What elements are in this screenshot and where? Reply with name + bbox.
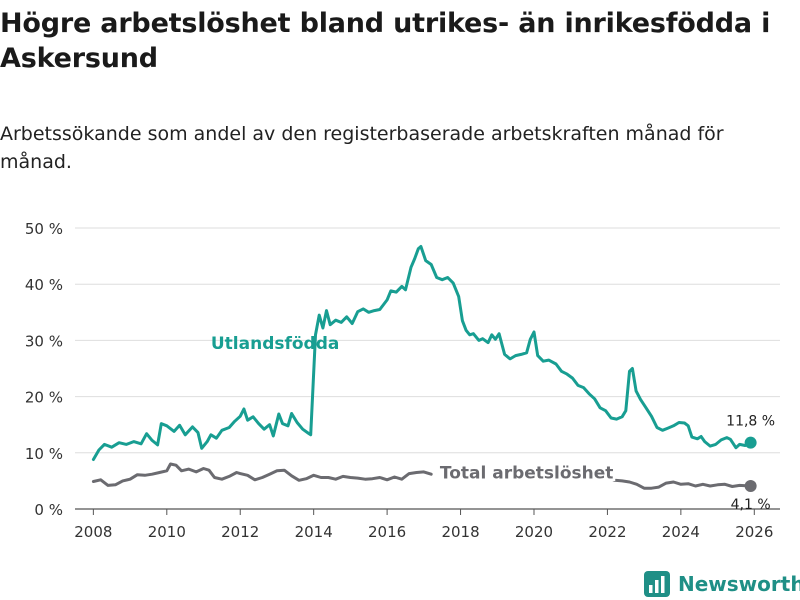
- x-tick-label: 2026: [735, 523, 773, 541]
- series-line-total-tail: [605, 476, 753, 490]
- x-tick-label: 2016: [368, 523, 406, 541]
- y-tick-label: 0 %: [34, 501, 63, 519]
- series-line-utlandsfodda: [91, 245, 753, 461]
- end-value-total: 4,1 %: [731, 497, 771, 513]
- x-tick-label: 2014: [295, 523, 333, 541]
- y-tick-label: 30 %: [25, 332, 63, 350]
- end-marker-utlandsfodda: [744, 436, 757, 449]
- x-tick-label: 2022: [588, 523, 626, 541]
- y-tick-label: 40 %: [25, 276, 63, 294]
- end-value-utlandsfodda: 11,8 %: [726, 414, 775, 430]
- series-labels: Utlandsfödda Total arbetslöshet 11,8 % 4,1 …: [211, 334, 775, 513]
- brand-logo[interactable]: Newsworthy: [644, 568, 800, 600]
- chart-subtitle: Arbetssökande som andel av den registerb…: [0, 123, 724, 173]
- series-label-total: Total arbetslöshet: [440, 464, 614, 484]
- chart-title: Högre arbetslöshet bland utrikes- än inr…: [0, 8, 771, 74]
- x-tick-label: 2020: [515, 523, 553, 541]
- gridlines: [75, 227, 780, 510]
- x-tick-label: 2024: [662, 523, 700, 541]
- x-axis: 2008 2010 2012 2014 2016 2018 2020 2022 2024 2026: [74, 509, 773, 541]
- line-chart: 0 % 10 % 20 % 30 % 40 % 50 % 2008 2010 2012 2014…: [25, 220, 780, 541]
- y-tick-label: 50 %: [25, 220, 63, 238]
- series-lines: [91, 245, 757, 492]
- y-tick-label: 20 %: [25, 389, 63, 407]
- x-tick-label: 2010: [148, 523, 186, 541]
- x-tick-label: 2008: [74, 523, 112, 541]
- y-tick-label: 10 %: [25, 445, 63, 463]
- x-tick-label: 2018: [441, 523, 479, 541]
- brand-name: Newsworthy: [678, 572, 800, 596]
- x-tick-label: 2012: [221, 523, 259, 541]
- series-label-utlandsfodda: Utlandsfödda: [211, 334, 340, 354]
- bar-chart-icon: [644, 571, 670, 597]
- end-marker-total: [744, 479, 757, 492]
- y-axis-labels: 0 % 10 % 20 % 30 % 40 % 50 %: [25, 220, 63, 519]
- series-line-total: [91, 462, 433, 487]
